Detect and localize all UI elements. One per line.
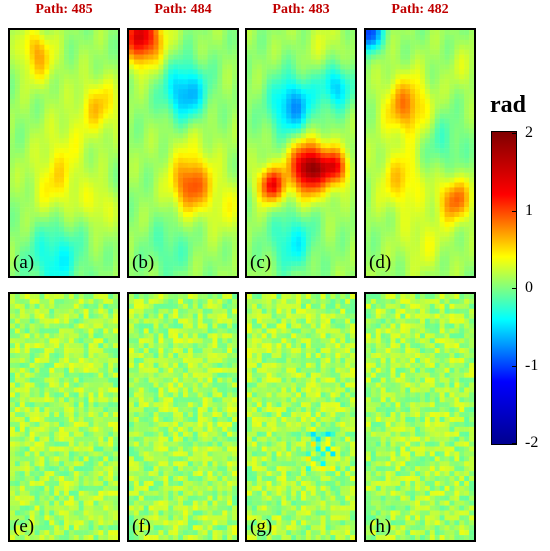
- residual-map-g: (g): [245, 292, 357, 542]
- phase-map-c: (c): [245, 28, 357, 278]
- colorbar-unit: rad: [490, 92, 526, 118]
- colorbar-tick-label: 1: [525, 201, 533, 219]
- phase-field: [129, 30, 237, 276]
- phase-map-a: (a): [8, 28, 120, 278]
- panel-label-e: (e): [13, 516, 35, 537]
- residual-map-h: (h): [364, 292, 476, 542]
- residual-field: [247, 294, 355, 540]
- panel-label-d: (d): [369, 252, 392, 273]
- residual-field: [366, 294, 474, 540]
- colorbar-tick-mark: [512, 443, 517, 444]
- path-title-483: Path: 483: [272, 2, 330, 17]
- phase-field: [366, 30, 474, 276]
- colorbar-tick-mark: [512, 288, 517, 289]
- path-title-482: Path: 482: [391, 2, 449, 17]
- panel-label-c: (c): [250, 252, 272, 273]
- panel-label-f: (f): [132, 516, 151, 537]
- colorbar-tick-mark: [512, 133, 517, 134]
- colorbar-tick-mark: [512, 210, 517, 212]
- colorbar-tick-mark: [512, 365, 517, 367]
- phase-map-d: (d): [364, 28, 476, 278]
- colorbar-tick-label: -1: [525, 356, 539, 374]
- panel-label-b: (b): [132, 252, 155, 273]
- path-title-485: Path: 485: [35, 2, 93, 17]
- colorbar-tick-label: -2: [525, 434, 539, 451]
- phase-map-b: (b): [127, 28, 239, 278]
- panel-label-g: (g): [250, 516, 273, 537]
- residual-field: [129, 294, 237, 540]
- colorbar-tick-label: 0: [525, 279, 533, 296]
- path-title-484: Path: 484: [154, 2, 212, 17]
- colorbar-tick-label: 2: [525, 124, 533, 141]
- phase-field: [10, 30, 118, 276]
- phase-field: [247, 30, 355, 276]
- panel-label-h: (h): [369, 516, 392, 537]
- residual-map-e: (e): [8, 292, 120, 542]
- panel-label-a: (a): [13, 252, 35, 273]
- residual-map-f: (f): [127, 292, 239, 542]
- residual-field: [10, 294, 118, 540]
